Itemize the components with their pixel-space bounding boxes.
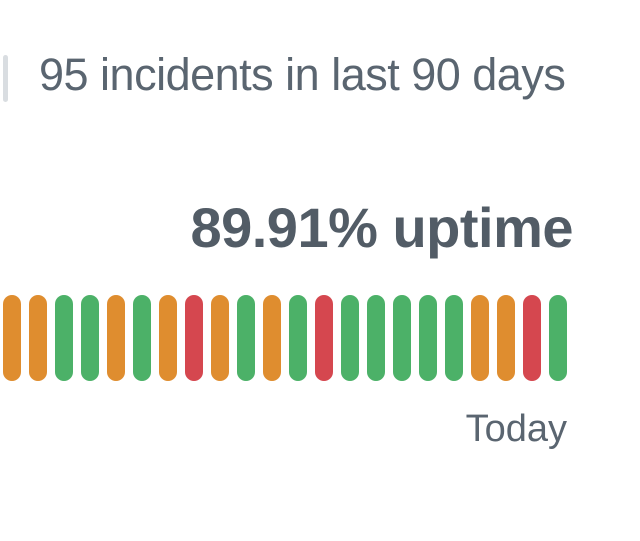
uptime-day-bar[interactable] <box>445 295 463 381</box>
uptime-day-bar[interactable] <box>107 295 125 381</box>
section-accent-bar <box>3 55 8 102</box>
uptime-day-bar[interactable] <box>185 295 203 381</box>
uptime-day-bar[interactable] <box>497 295 515 381</box>
uptime-day-bar[interactable] <box>471 295 489 381</box>
uptime-day-bar[interactable] <box>211 295 229 381</box>
uptime-day-bar[interactable] <box>3 295 21 381</box>
uptime-day-bar[interactable] <box>367 295 385 381</box>
today-axis-label: Today <box>465 408 567 450</box>
uptime-day-bar[interactable] <box>289 295 307 381</box>
uptime-day-bar[interactable] <box>133 295 151 381</box>
uptime-day-bar[interactable] <box>549 295 567 381</box>
incidents-summary-title: 95 incidents in last 90 days <box>39 49 566 100</box>
uptime-day-bar[interactable] <box>237 295 255 381</box>
uptime-day-bar[interactable] <box>263 295 281 381</box>
uptime-day-bar[interactable] <box>29 295 47 381</box>
uptime-timeline <box>3 295 567 381</box>
uptime-day-bar[interactable] <box>81 295 99 381</box>
uptime-day-bar[interactable] <box>393 295 411 381</box>
uptime-day-bar[interactable] <box>315 295 333 381</box>
uptime-day-bar[interactable] <box>341 295 359 381</box>
uptime-day-bar[interactable] <box>55 295 73 381</box>
uptime-percentage-label: 89.91% uptime <box>190 196 573 259</box>
uptime-day-bar[interactable] <box>523 295 541 381</box>
uptime-day-bar[interactable] <box>419 295 437 381</box>
uptime-day-bar[interactable] <box>159 295 177 381</box>
